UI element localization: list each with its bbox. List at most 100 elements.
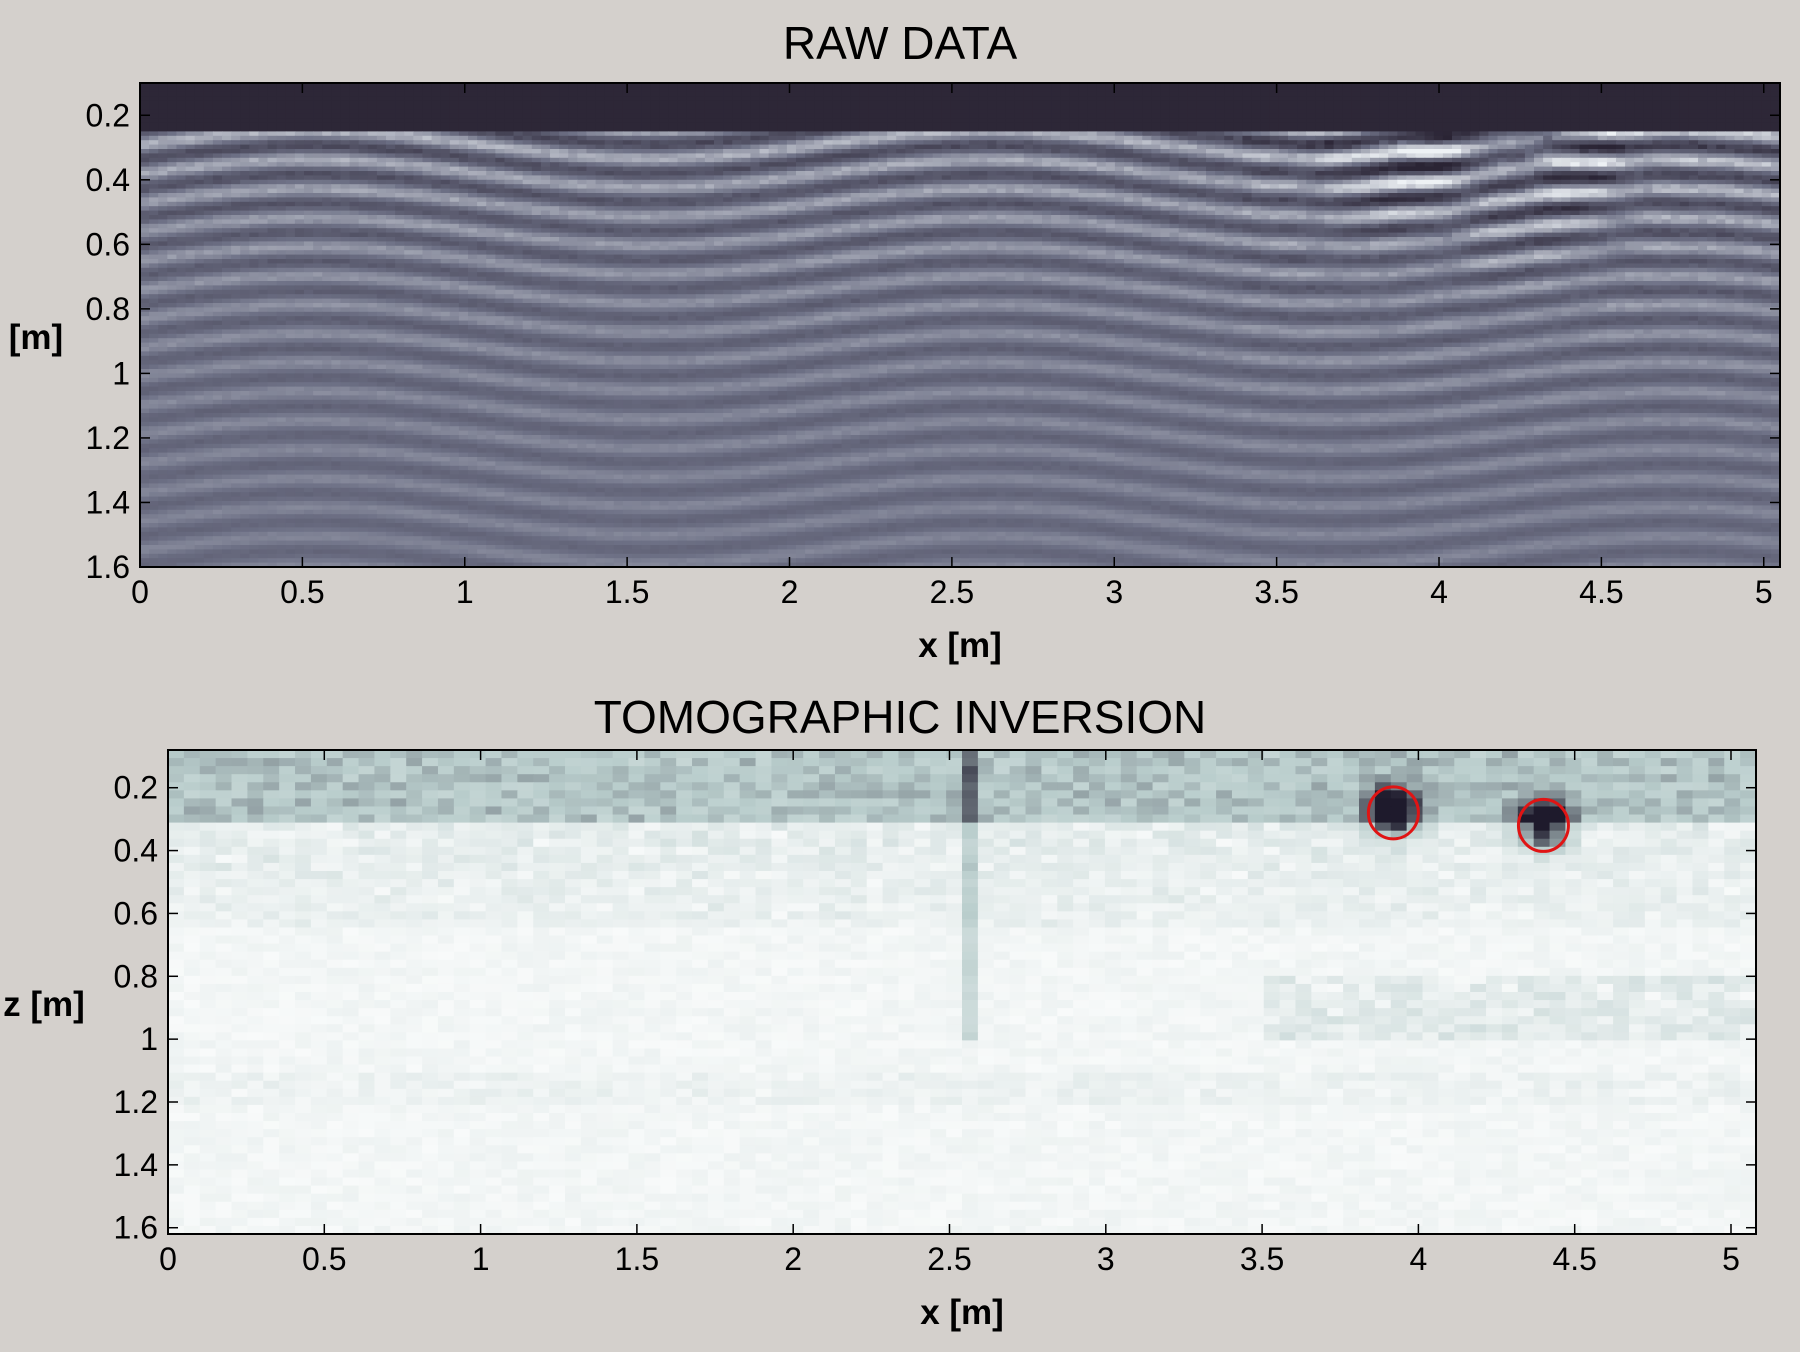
heatmap-cell (1716, 153, 1726, 159)
heatmap-cell (1042, 175, 1052, 181)
heatmap-cell (267, 149, 278, 154)
heatmap-cell (823, 175, 834, 181)
heatmap-cell (859, 166, 870, 172)
heatmap-cell (185, 193, 196, 198)
heatmap-cell (1725, 118, 1736, 124)
heatmap-cell (686, 162, 697, 168)
heatmap-cell (841, 135, 852, 141)
heatmap-cell (1260, 113, 1271, 119)
heatmap-cell (1251, 166, 1262, 172)
heatmap-cell (704, 197, 715, 203)
heatmap-cell (932, 171, 943, 176)
heatmap-cell (1042, 83, 1052, 88)
heatmap-cell (1397, 127, 1408, 132)
heatmap-cell (741, 118, 752, 124)
heatmap-cell (1406, 91, 1417, 97)
heatmap-cell (677, 153, 688, 159)
heatmap-cell (1151, 179, 1162, 185)
heatmap-cell (1306, 201, 1316, 207)
heatmap-cell (249, 157, 260, 163)
heatmap-cell (486, 127, 496, 132)
heatmap-cell (1342, 171, 1353, 176)
heatmap-cell (1297, 175, 1307, 181)
heatmap-cell (750, 197, 761, 203)
heatmap-cell (1224, 171, 1234, 176)
heatmap-cell (313, 153, 323, 159)
heatmap-cell (458, 131, 469, 137)
heatmap-cell (1543, 166, 1553, 172)
heatmap-cell (313, 113, 323, 119)
heatmap-cell (367, 109, 378, 115)
heatmap-cell (1206, 201, 1216, 207)
heatmap-cell (1224, 193, 1234, 198)
heatmap-cell (632, 87, 642, 93)
heatmap-cell (1716, 197, 1726, 203)
heatmap-cell (1461, 87, 1471, 93)
heatmap-cell (759, 197, 770, 203)
heatmap-cell (759, 157, 770, 163)
heatmap-cell (686, 188, 697, 194)
heatmap-cell (531, 171, 542, 176)
heatmap-cell (841, 179, 852, 185)
heatmap-cell (741, 171, 752, 176)
heatmap-cell (176, 109, 187, 115)
heatmap-cell (595, 179, 606, 185)
heatmap-cell (1069, 188, 1080, 194)
heatmap-cell (1770, 166, 1781, 172)
heatmap-cell (413, 100, 424, 106)
heatmap-cell (322, 83, 332, 88)
heatmap-cell (850, 91, 861, 97)
heatmap-cell (714, 153, 724, 159)
heatmap-cell (1360, 118, 1371, 124)
heatmap-cell (1534, 179, 1544, 185)
heatmap-cell (932, 188, 943, 194)
heatmap-cell (723, 153, 733, 159)
heatmap-cell (176, 118, 187, 124)
heatmap-cell (650, 153, 660, 159)
heatmap-cell (695, 144, 706, 150)
heatmap-cell (1725, 127, 1736, 132)
heatmap-cell (1406, 87, 1417, 93)
heatmap-cell (531, 87, 542, 93)
heatmap-cell (1470, 179, 1480, 185)
heatmap-cell (304, 105, 314, 110)
heatmap-cell (486, 96, 496, 102)
heatmap-cell (1670, 91, 1681, 97)
heatmap-cell (1597, 113, 1608, 119)
heatmap-cell (1169, 162, 1180, 168)
heatmap-cell (823, 188, 834, 194)
heatmap-cell (1406, 166, 1417, 172)
heatmap-cell (1415, 118, 1426, 124)
heatmap-cell (140, 105, 150, 110)
heatmap-cell (677, 197, 688, 203)
heatmap-cell (1643, 113, 1654, 119)
heatmap-cell (1552, 157, 1562, 163)
heatmap-cell (140, 122, 150, 128)
heatmap-cell (550, 122, 560, 128)
heatmap-cell (331, 197, 342, 203)
heatmap-cell (1051, 109, 1061, 115)
heatmap-cell (222, 87, 232, 93)
heatmap-cell (404, 188, 414, 194)
heatmap-cell (395, 87, 405, 93)
heatmap-cell (1388, 91, 1398, 97)
heatmap-cell (1288, 188, 1298, 194)
heatmap-cell (1260, 175, 1271, 181)
heatmap-cell (1461, 166, 1471, 172)
heatmap-cell (577, 87, 588, 93)
heatmap-cell (905, 91, 916, 97)
heatmap-cell (996, 122, 1007, 128)
heatmap-cell (258, 127, 269, 132)
heatmap-cell (1251, 131, 1262, 137)
heatmap-cell (1670, 135, 1681, 141)
heatmap-cell (167, 144, 178, 150)
heatmap-cell (1433, 91, 1444, 97)
heatmap-cell (1032, 153, 1043, 159)
heatmap-cell (1206, 87, 1216, 93)
heatmap-cell (1032, 87, 1043, 93)
heatmap-cell (1333, 83, 1344, 88)
heatmap-cell (1679, 166, 1690, 172)
heatmap-cell (222, 184, 232, 190)
heatmap-cell (1087, 105, 1098, 110)
heatmap-cell (249, 105, 260, 110)
